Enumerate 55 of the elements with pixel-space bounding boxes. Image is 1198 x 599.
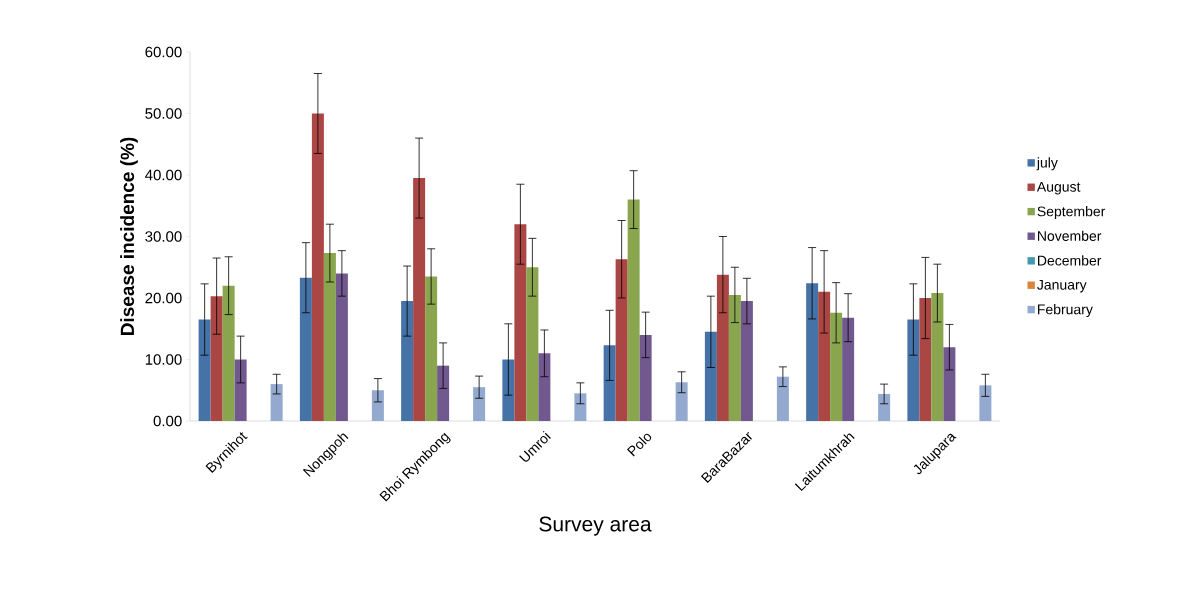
bar [311,113,324,421]
bar [526,267,539,421]
bar [210,296,223,421]
bar [270,384,283,421]
bar [627,199,640,421]
bar [425,276,438,421]
y-tick-label: 10.00 [145,354,182,365]
bar [830,312,843,421]
bar [907,319,920,421]
bar [704,331,717,421]
bar [776,376,789,421]
legend-label: july [1036,157,1058,171]
bar [842,317,855,421]
legend-label: August [1036,181,1081,195]
bar [603,345,616,421]
bar [323,253,336,421]
bar [878,393,891,421]
bar [198,319,211,421]
bar [538,353,551,421]
bar [615,259,628,421]
bar [222,285,235,421]
bar [473,387,486,421]
legend-label: December [1038,255,1102,266]
y-axis-title: Disease incidence (%) [120,137,138,336]
bar [437,365,450,421]
legend-label: November [1038,230,1102,241]
y-tick-label: 0.00 [153,415,182,427]
bar [931,293,944,421]
legend-label: September [1037,206,1106,220]
bar [401,301,414,421]
x-axis-title: Survey area [539,516,652,536]
bar [728,294,741,421]
bar [514,224,527,421]
y-tick-label: 20.00 [145,292,182,304]
bar [234,359,247,421]
bar [818,291,831,421]
bar [299,277,312,421]
bar [943,347,956,421]
y-tick-label: 30.00 [145,231,182,242]
bar [716,274,729,421]
legend-label: January [1037,279,1087,293]
bar [919,298,932,421]
bar [335,273,348,421]
legend-label: February [1038,304,1093,318]
y-tick-label: 50.00 [145,108,182,119]
y-tick-label: 40.00 [145,169,182,181]
bar [639,334,652,421]
bar [740,301,753,421]
bar [806,283,819,421]
bar [574,393,587,421]
bar [675,382,688,421]
bar [979,385,992,421]
x-tick-label: Polo [626,433,652,457]
y-tick-label: 60.00 [145,46,182,58]
bar [413,178,426,421]
